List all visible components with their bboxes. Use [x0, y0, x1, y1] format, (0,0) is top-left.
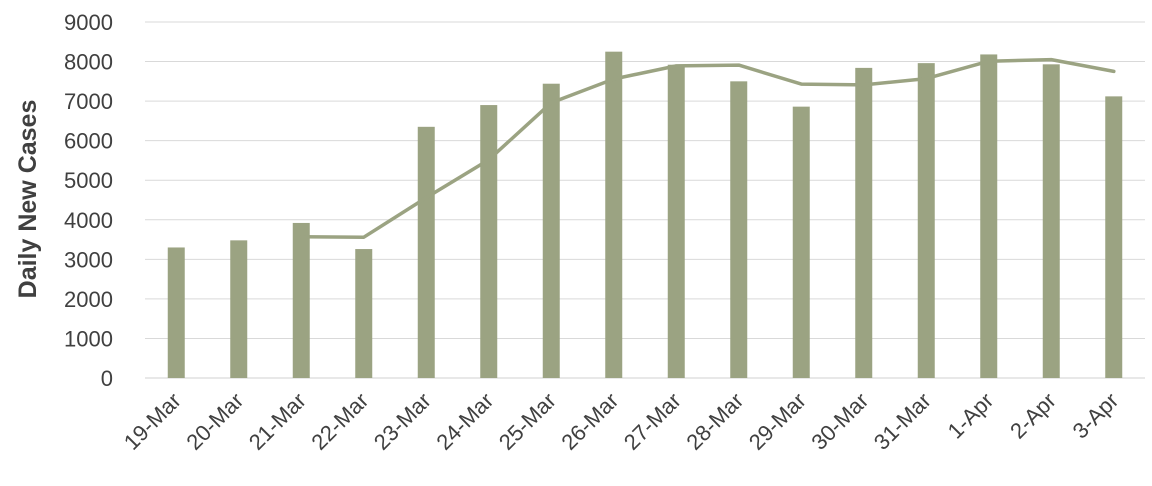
- bar: [855, 67, 873, 378]
- y-tick-label: 6000: [64, 129, 113, 154]
- bar: [667, 64, 685, 378]
- bar: [605, 51, 623, 379]
- x-tick-label: 31-Mar: [869, 388, 936, 455]
- bar: [917, 63, 935, 378]
- y-axis-title: Daily New Cases: [14, 100, 42, 299]
- x-tick-label: 26-Mar: [556, 388, 623, 455]
- y-tick-label: 9000: [64, 10, 113, 35]
- bar-layer: [167, 51, 1123, 379]
- x-tick-label: 27-Mar: [619, 388, 686, 455]
- bar: [230, 240, 248, 378]
- grid-layer: [145, 21, 1145, 379]
- x-tick-label: 25-Mar: [494, 388, 561, 455]
- y-tick-label: 5000: [64, 168, 113, 193]
- x-tick-label: 21-Mar: [244, 388, 311, 455]
- x-tick-label: 22-Mar: [306, 388, 373, 455]
- bar: [480, 105, 498, 379]
- bar: [1042, 64, 1060, 378]
- y-tick-layer: 0 1000 2000 3000 4000 5000 6000 7000 8000 9000: [64, 10, 113, 391]
- x-tick-label: 19-Mar: [119, 388, 186, 455]
- x-tick-label: 3-Apr: [1068, 388, 1124, 444]
- y-tick-label: 4000: [64, 208, 113, 233]
- x-tick-label: 20-Mar: [181, 388, 248, 455]
- bar: [792, 106, 810, 378]
- bar: [417, 126, 435, 378]
- x-tick-label: 24-Mar: [431, 388, 498, 455]
- x-tick-label: 1-Apr: [943, 388, 999, 444]
- x-tick-label: 2-Apr: [1005, 388, 1061, 444]
- x-tick-layer: 19-Mar20-Mar21-Mar22-Mar23-Mar24-Mar25-M…: [119, 388, 1123, 455]
- x-tick-label: 30-Mar: [806, 388, 873, 455]
- x-tick-label: 23-Mar: [369, 388, 436, 455]
- y-tick-label: 8000: [64, 50, 113, 75]
- line-layer: [299, 57, 1116, 239]
- bar: [542, 83, 560, 378]
- bar: [292, 222, 310, 378]
- bar: [980, 54, 998, 379]
- y-tick-label: 2000: [64, 287, 113, 312]
- x-tick-label: 29-Mar: [744, 388, 811, 455]
- bar: [1105, 96, 1123, 378]
- y-tick-label: 0: [101, 366, 113, 391]
- bar: [355, 249, 373, 378]
- bar: [167, 247, 185, 378]
- y-tick-label: 7000: [64, 89, 113, 114]
- bar: [730, 81, 748, 378]
- y-tick-label: 3000: [64, 247, 113, 272]
- x-tick-label: 28-Mar: [681, 388, 748, 455]
- y-tick-label: 1000: [64, 326, 113, 351]
- trend-line: [299, 57, 1116, 239]
